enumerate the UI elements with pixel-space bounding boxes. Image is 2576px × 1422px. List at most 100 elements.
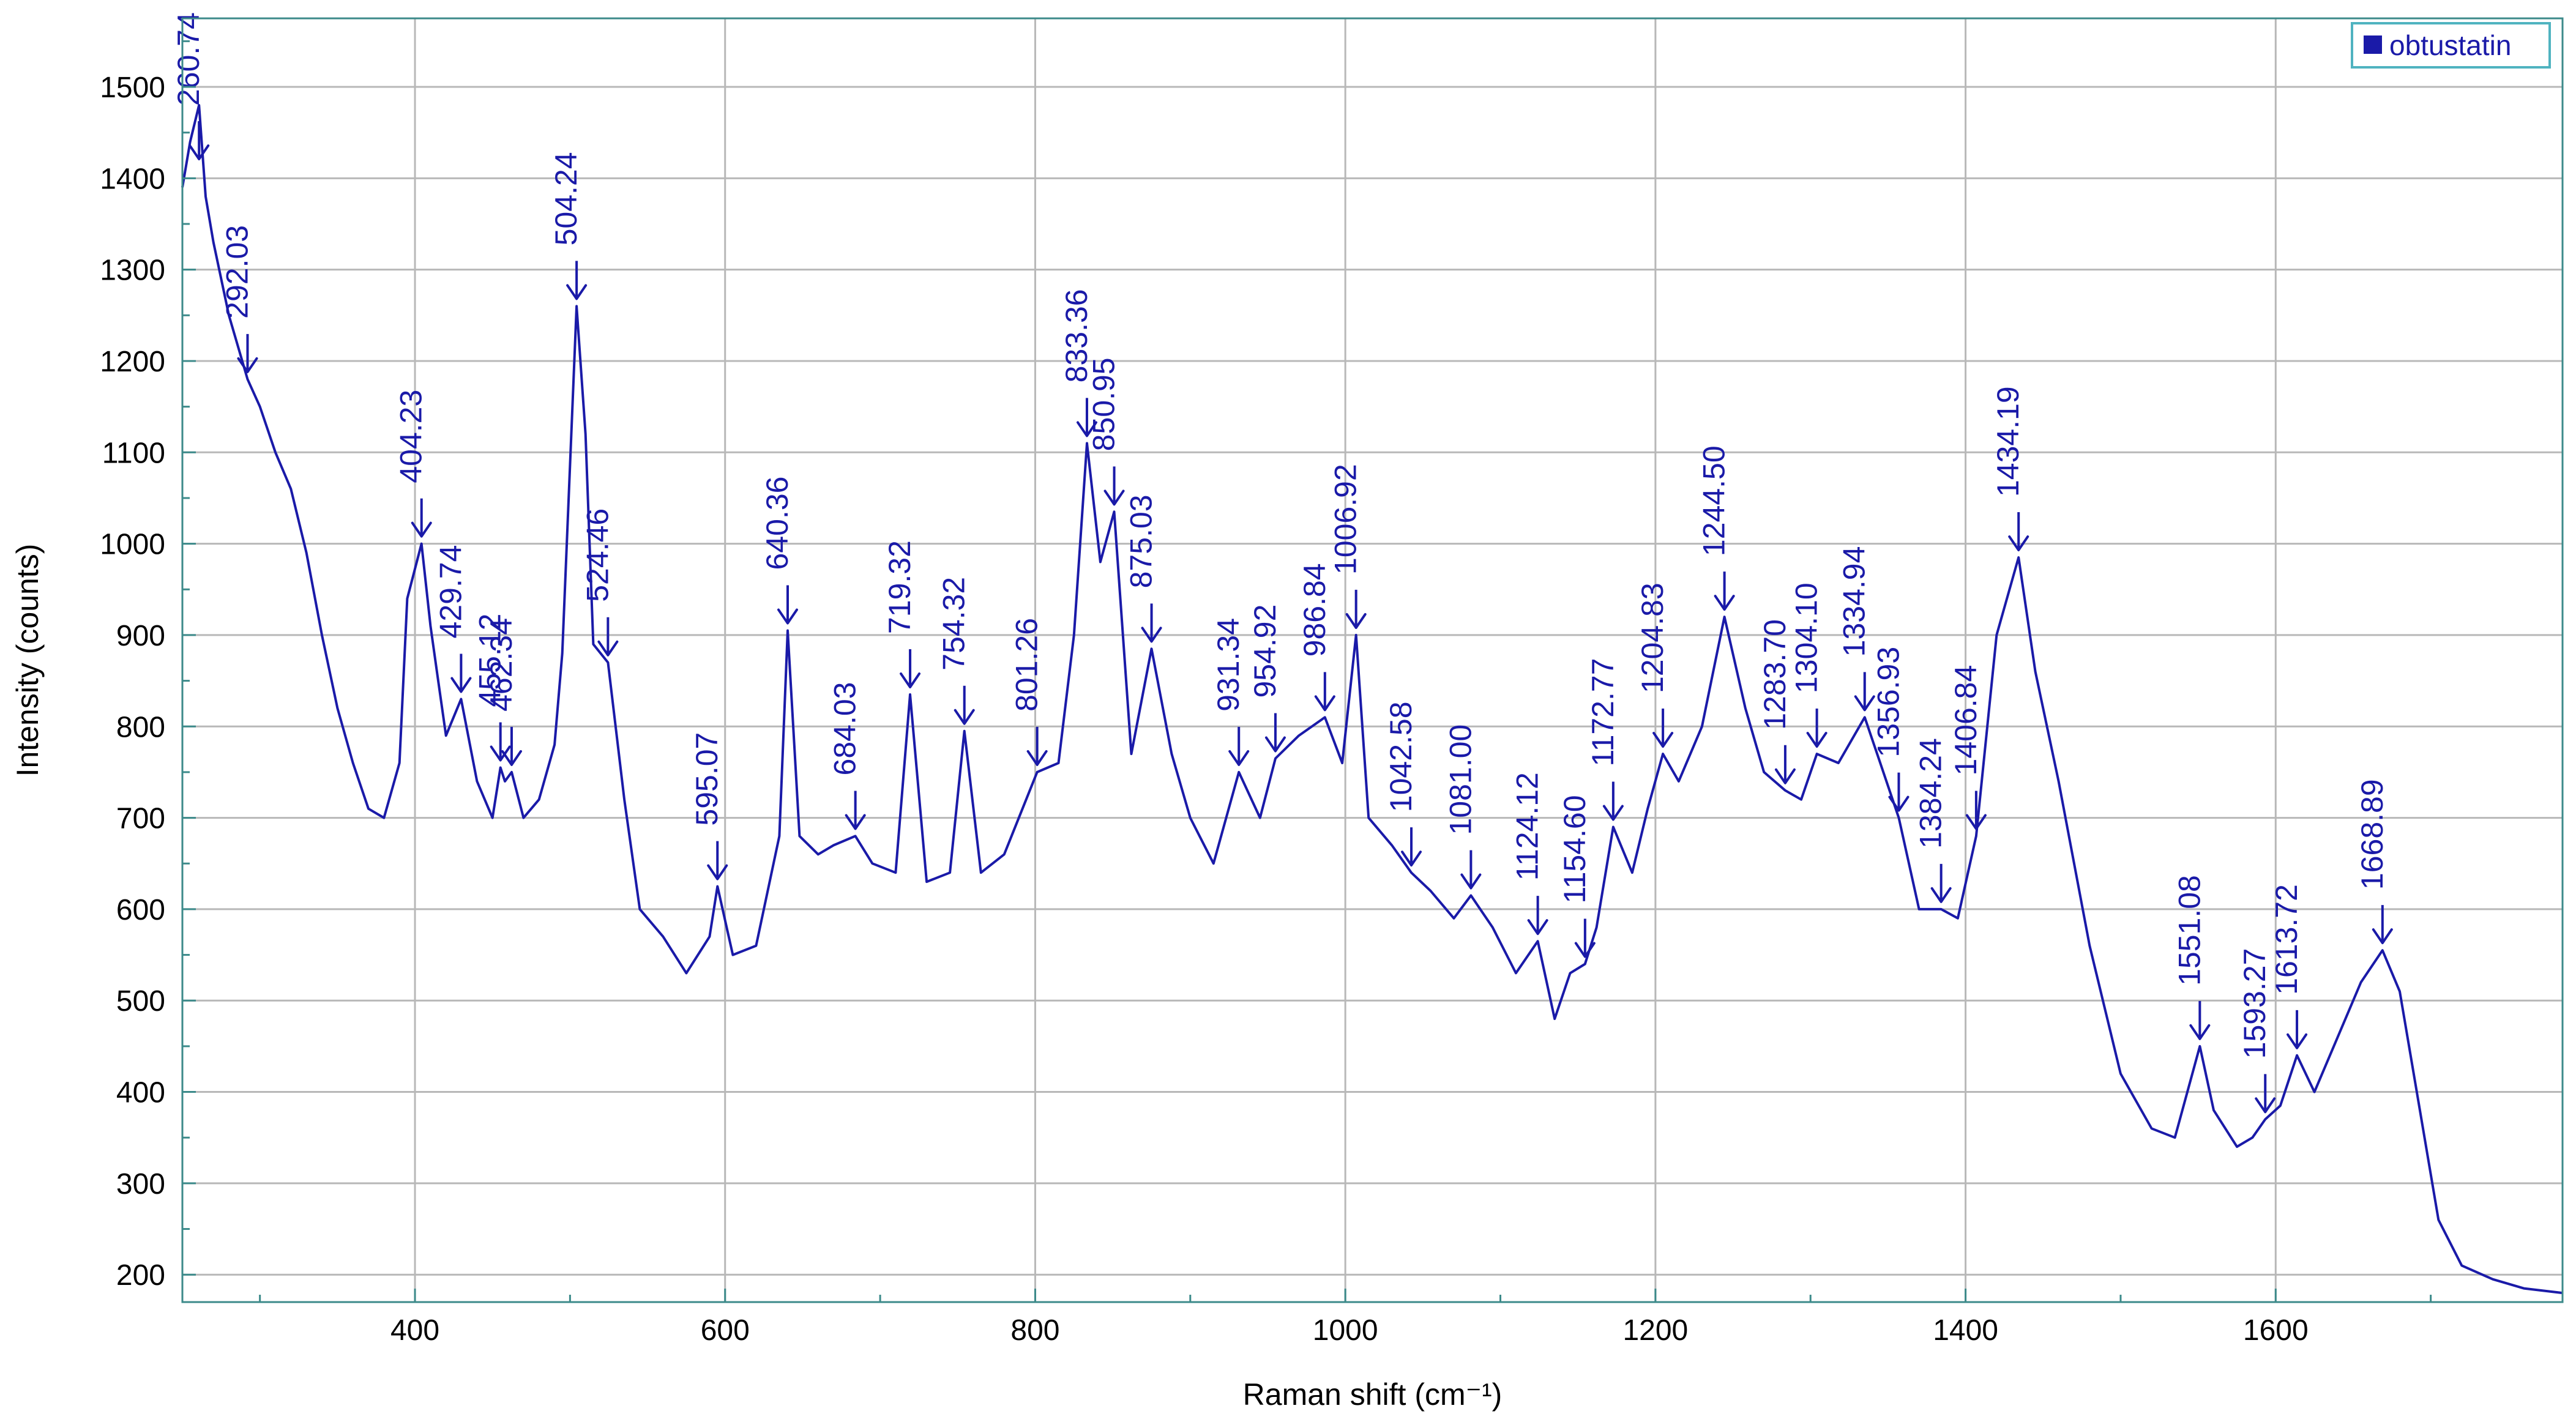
peak-label: 292.03 — [220, 225, 254, 319]
peak-label: 1006.92 — [1329, 464, 1363, 575]
y-tick-label: 1400 — [100, 163, 165, 195]
peak-label: 875.03 — [1124, 494, 1159, 588]
peak-arrow-head — [1460, 873, 1482, 890]
x-tick-label: 1400 — [1933, 1314, 1998, 1347]
peak-label: 1204.83 — [1635, 583, 1670, 693]
peak-label: 1593.27 — [2238, 948, 2272, 1059]
peak-arrow-head — [450, 677, 472, 693]
peak-label: 986.84 — [1297, 563, 1332, 657]
peak-arrow-head — [1714, 595, 1735, 611]
y-tick-label: 800 — [116, 711, 165, 743]
peak-label: 260.74 — [171, 12, 206, 106]
x-tick-label: 400 — [390, 1314, 439, 1347]
peak-arrow-head — [490, 745, 511, 762]
y-tick-label: 1100 — [102, 437, 165, 469]
peak-label: 1613.72 — [2269, 884, 2304, 995]
peak-label: 1384.24 — [1914, 738, 1948, 849]
peak-label: 801.26 — [1010, 618, 1044, 712]
y-tick-label: 600 — [116, 894, 165, 926]
y-tick-label: 1000 — [100, 529, 165, 561]
y-tick-label: 500 — [116, 985, 165, 1018]
peak-label: 850.95 — [1087, 357, 1121, 451]
y-axis-ticks: 200 300 400 500 600 700 800 900 1000 1100 1200 1300… — [100, 40, 196, 1292]
series-layer — [181, 103, 2563, 1295]
y-tick-label: 200 — [116, 1259, 165, 1292]
peak-arrow-head — [954, 709, 975, 725]
peak-label: 1668.89 — [2355, 779, 2389, 890]
peak-label: 719.32 — [883, 540, 917, 634]
legend-series-name: obtustatin — [2389, 29, 2511, 61]
y-tick-label: 1500 — [100, 72, 165, 104]
peak-arrow-head — [777, 608, 798, 625]
peak-arrow-head — [1574, 942, 1596, 958]
peak-label: 1124.12 — [1510, 772, 1545, 880]
peak-arrow-head — [2189, 1024, 2211, 1040]
peak-label: 455.12 — [473, 614, 507, 707]
peak-label: 524.46 — [580, 508, 614, 602]
peak-arrow-head — [1141, 627, 1162, 643]
x-axis-title: Raman shift (cm⁻¹) — [1243, 1377, 1503, 1412]
peak-label: 1244.50 — [1697, 445, 1731, 556]
peak-arrow-head — [2287, 1033, 2308, 1049]
y-tick-label: 300 — [116, 1168, 165, 1201]
peak-arrow-head — [845, 814, 866, 830]
peak-label: 1334.94 — [1837, 546, 1872, 657]
peak-label: 1434.19 — [1991, 386, 2025, 497]
peak-arrow-head — [2372, 928, 2393, 945]
peak-arrow-head — [1930, 887, 1952, 903]
peak-arrow-head — [2255, 1097, 2276, 1114]
peak-label: 1551.08 — [2172, 875, 2206, 986]
legend: obtustatin — [2351, 22, 2551, 69]
peak-label: 1356.93 — [1871, 647, 1905, 758]
peak-arrow-head — [1774, 768, 1796, 784]
x-axis-ticks: 400 600 800 1000 1200 1400 1600 — [259, 1289, 2432, 1347]
peak-arrow-head — [1401, 851, 1422, 867]
y-tick-label: 400 — [116, 1077, 165, 1109]
y-axis-title: Intensity (counts) — [10, 544, 45, 777]
peak-arrow-head — [1264, 736, 1286, 753]
peak-arrow-head — [1652, 732, 1674, 748]
peak-arrow-head — [566, 284, 588, 300]
legend-swatch — [2364, 35, 2382, 54]
x-tick-label: 1000 — [1313, 1314, 1378, 1347]
peak-label: 1283.70 — [1758, 619, 1792, 730]
peak-arrow-head — [1854, 695, 1875, 712]
peak-label: 595.07 — [690, 732, 724, 826]
x-tick-label: 1200 — [1622, 1314, 1688, 1347]
peak-label: 404.23 — [394, 390, 428, 483]
series-line-obtustatin — [181, 103, 2563, 1295]
plot-frame — [181, 17, 2564, 1303]
peak-arrow-head — [411, 521, 432, 538]
peak-arrow-head — [237, 357, 258, 373]
peak-label: 1154.60 — [1558, 795, 1592, 903]
peak-label: 504.24 — [549, 152, 583, 245]
peak-label: 1081.00 — [1443, 724, 1477, 835]
peak-label: 1406.84 — [1949, 665, 1983, 776]
x-tick-label: 600 — [701, 1314, 750, 1347]
peak-label: 429.74 — [433, 545, 468, 639]
grid-lines — [182, 18, 2563, 1302]
peak-arrow-head — [1026, 750, 1048, 766]
peak-arrow-head — [1076, 421, 1097, 437]
peak-label: 1304.10 — [1790, 583, 1824, 693]
peak-label: 684.03 — [828, 682, 862, 776]
peak-arrow-head — [900, 672, 921, 688]
peak-label: 640.36 — [760, 477, 794, 570]
y-tick-label: 1200 — [100, 346, 165, 378]
peak-arrow-head — [189, 144, 210, 160]
peak-label: 833.36 — [1059, 289, 1094, 382]
peak-arrow-head — [1314, 695, 1335, 712]
y-tick-label: 700 — [116, 803, 165, 835]
peak-arrow-head — [707, 864, 728, 880]
y-tick-label: 1300 — [100, 255, 165, 287]
legend-box — [2351, 22, 2551, 69]
y-tick-label: 900 — [116, 620, 165, 652]
x-tick-label: 1600 — [2243, 1314, 2309, 1347]
peak-arrow-head — [2008, 535, 2029, 552]
peak-arrow-head — [1888, 795, 1910, 812]
peak-arrow-head — [501, 750, 522, 766]
peak-arrow-head — [597, 640, 619, 657]
peak-label: 931.34 — [1211, 618, 1245, 712]
